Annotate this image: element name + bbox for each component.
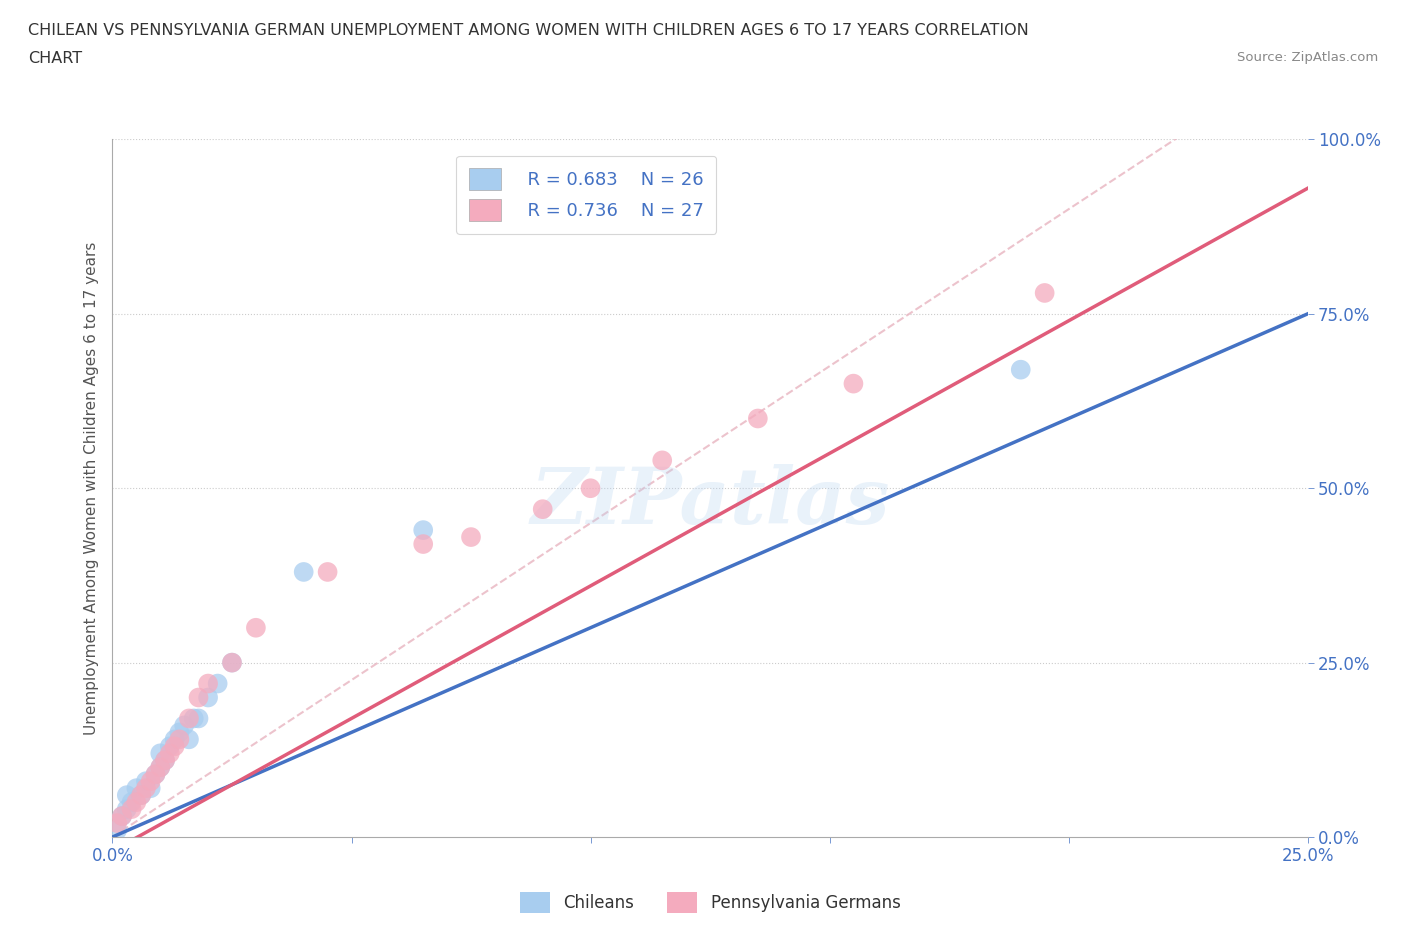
Point [153, 753, 176, 768]
Point [197, 690, 219, 705]
Point [221, 655, 243, 670]
Point [169, 725, 191, 740]
Text: CHILEAN VS PENNSYLVANIA GERMAN UNEMPLOYMENT AMONG WOMEN WITH CHILDREN AGES 6 TO : CHILEAN VS PENNSYLVANIA GERMAN UNEMPLOYM… [28, 23, 1029, 38]
Point [169, 732, 191, 747]
Point [125, 781, 148, 796]
Point [651, 453, 673, 468]
Point [159, 738, 181, 753]
Point [135, 781, 157, 796]
Point [173, 718, 195, 733]
Text: CHART: CHART [28, 51, 82, 66]
Point [139, 781, 162, 796]
Point [125, 794, 148, 809]
Point [245, 620, 267, 635]
Point [129, 788, 152, 803]
Point [460, 530, 482, 545]
Legend: Chileans, Pennsylvania Germans: Chileans, Pennsylvania Germans [513, 885, 907, 920]
Point [842, 376, 865, 391]
Point [183, 711, 205, 725]
Point [1033, 286, 1056, 300]
Point [187, 690, 209, 705]
Point [105, 823, 128, 837]
Point [159, 746, 181, 761]
Point [177, 732, 200, 747]
Y-axis label: Unemployment Among Women with Children Ages 6 to 17 years: Unemployment Among Women with Children A… [83, 242, 98, 735]
Point [115, 802, 138, 817]
Point [412, 537, 434, 551]
Point [121, 802, 143, 817]
Point [207, 676, 229, 691]
Point [177, 711, 200, 725]
Point [531, 502, 554, 517]
Point [1010, 362, 1032, 378]
Point [221, 655, 243, 670]
Point [135, 774, 157, 789]
Point [163, 732, 186, 747]
Point [111, 809, 134, 824]
Point [111, 809, 134, 824]
Point [579, 481, 602, 496]
Point [197, 676, 219, 691]
Point [412, 523, 434, 538]
Point [149, 760, 172, 775]
Point [149, 746, 172, 761]
Point [145, 766, 167, 781]
Point [316, 565, 339, 579]
Point [121, 794, 143, 809]
Point [129, 788, 152, 803]
Text: Source: ZipAtlas.com: Source: ZipAtlas.com [1237, 51, 1378, 64]
Point [149, 760, 172, 775]
Point [292, 565, 315, 579]
Point [153, 753, 176, 768]
Point [163, 738, 186, 753]
Point [139, 774, 162, 789]
Text: ZIPatlas: ZIPatlas [530, 464, 890, 540]
Point [747, 411, 769, 426]
Point [145, 766, 167, 781]
Point [105, 816, 128, 830]
Point [115, 788, 138, 803]
Point [187, 711, 209, 725]
